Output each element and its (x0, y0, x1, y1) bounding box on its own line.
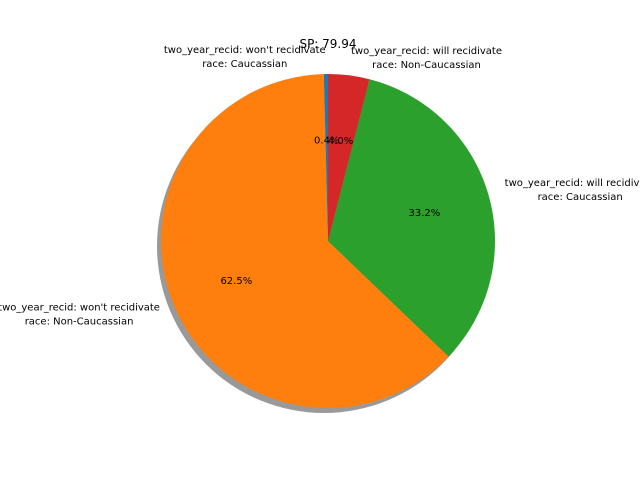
pie-category-label-line: race: Non-Caucassian (372, 60, 481, 71)
pie-pct-label-0: 0.4% (314, 135, 339, 146)
pie-labels: 0.4% two_year_recid: won't recidivate race… (0, 45, 640, 328)
pie-category-label-line: two_year_recid: will recidivate (505, 178, 640, 189)
pie-category-label-line: two_year_recid: won't recidivate (0, 303, 160, 314)
pie-category-label-line: race: Caucassian (202, 59, 287, 70)
pie-category-label-line: two_year_recid: won't recidivate (164, 45, 326, 56)
pie-category-label-0: two_year_recid: won't recidivate race: Ca… (164, 45, 326, 70)
pie-slice-2 (328, 79, 495, 357)
pie-category-label-line: race: Non-Caucassian (25, 317, 134, 328)
pie-pct-label-3: 4.0% (328, 136, 353, 147)
pie-category-label-line: two_year_recid: will recidivate (351, 46, 502, 57)
pie-category-label-1: two_year_recid: won't recidivate race: No… (0, 303, 160, 328)
pie-category-label-3: two_year_recid: will recidivate race: Non… (351, 46, 502, 71)
pie-pct-label-1: 62.5% (220, 276, 252, 287)
pie-category-label-2: two_year_recid: will recidivate race: Cau… (505, 178, 640, 203)
pie-slice-0 (323, 74, 328, 241)
pie-category-label-line: race: Caucassian (538, 192, 623, 203)
pie-slice-1 (161, 74, 449, 408)
pie-pct-label-2: 33.2% (408, 208, 440, 219)
chart-title: SP: 79.94 (299, 37, 356, 51)
pie-slices (161, 74, 495, 408)
pie-slice-3 (328, 74, 370, 241)
